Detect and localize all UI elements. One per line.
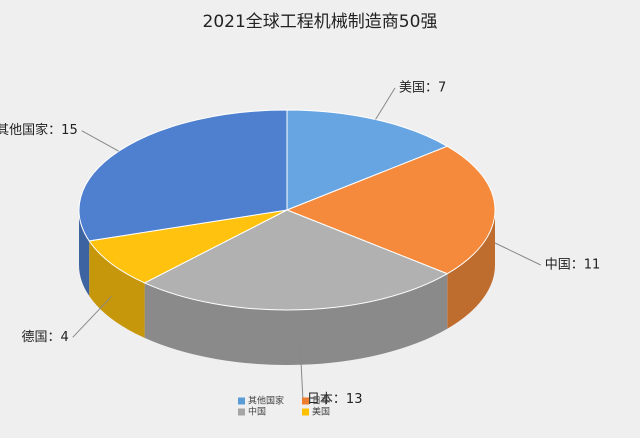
legend-label: 其他国家 (248, 395, 284, 407)
slice-side (447, 210, 495, 329)
slice (286, 109, 449, 211)
leader-line (299, 342, 304, 400)
chart-title: 2021全球工程机械制造商50强 (203, 12, 438, 32)
slice (88, 209, 288, 284)
legend-swatch (302, 397, 309, 405)
slice-side (144, 273, 448, 365)
legend-label: 日本 (312, 395, 330, 407)
slice-side (89, 240, 145, 338)
data-label: 日本：13 (307, 392, 363, 407)
slice-side (79, 210, 90, 296)
legend-swatch (238, 397, 245, 405)
legend-swatch (238, 408, 245, 416)
slice (285, 145, 496, 275)
leader-line (494, 242, 541, 266)
data-label: 其他国家：15 (0, 122, 78, 138)
legend-label: 美国 (312, 406, 330, 418)
data-label: 中国：11 (545, 258, 601, 273)
data-label: 美国：7 (399, 80, 446, 95)
leader-line (72, 296, 112, 338)
legend-label: 中国 (248, 406, 266, 418)
slice (78, 109, 288, 242)
data-label: 德国：4 (21, 330, 68, 345)
legend-swatch (302, 408, 309, 416)
leader-line (375, 87, 396, 120)
leader-line (81, 130, 119, 152)
slice (143, 209, 449, 311)
